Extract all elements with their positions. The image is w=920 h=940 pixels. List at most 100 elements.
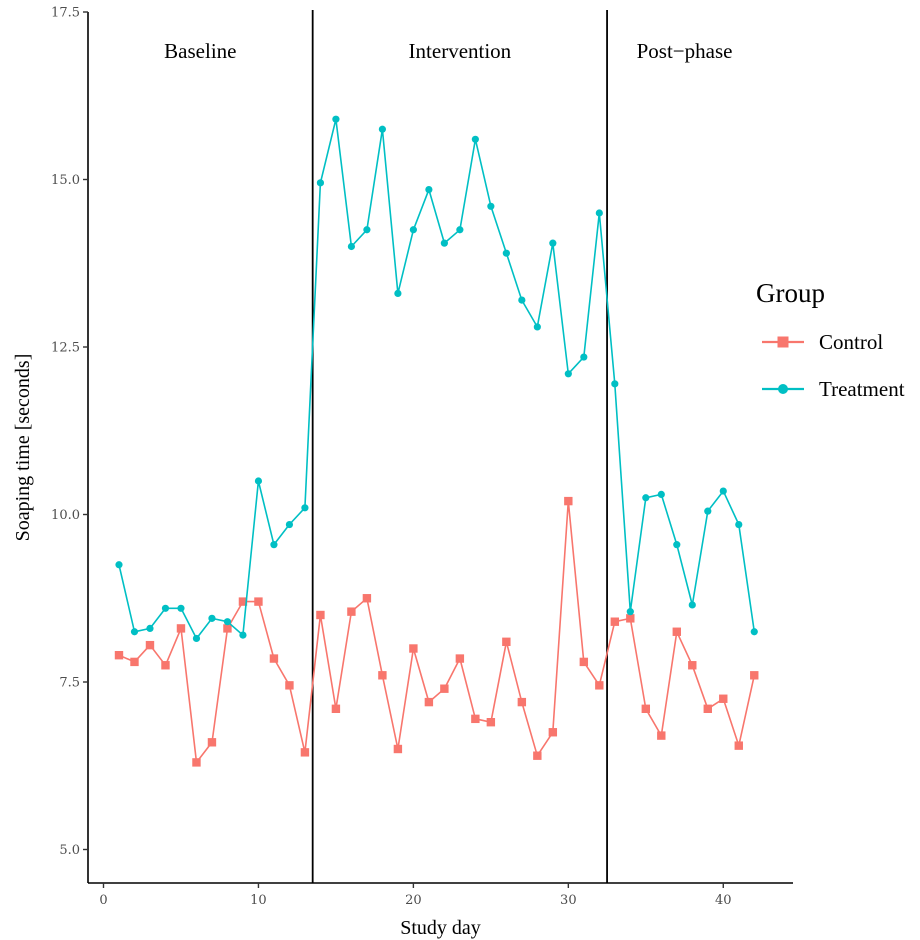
data-point bbox=[223, 624, 232, 633]
data-point bbox=[239, 631, 247, 639]
data-point bbox=[703, 704, 712, 713]
data-point bbox=[440, 684, 449, 693]
data-point bbox=[642, 494, 650, 502]
data-point bbox=[177, 604, 185, 612]
data-point bbox=[378, 125, 386, 133]
data-point bbox=[688, 601, 696, 609]
data-point bbox=[269, 654, 279, 663]
x-tick-label: 10 bbox=[250, 893, 267, 908]
data-point bbox=[270, 541, 278, 549]
x-tick-label: 30 bbox=[560, 893, 577, 908]
data-point bbox=[115, 561, 123, 569]
phase-label: Baseline bbox=[164, 39, 236, 63]
y-tick-label: 5.0 bbox=[59, 843, 80, 858]
data-point bbox=[192, 634, 201, 643]
data-point bbox=[579, 657, 589, 667]
data-point bbox=[704, 507, 712, 515]
data-point bbox=[626, 608, 634, 616]
data-point bbox=[750, 628, 758, 636]
data-point bbox=[254, 597, 263, 606]
data-point bbox=[533, 323, 541, 331]
x-tick-label: 20 bbox=[405, 893, 422, 908]
data-point bbox=[301, 504, 309, 512]
legend-key-marker bbox=[777, 336, 789, 348]
data-point bbox=[564, 370, 572, 378]
data-point bbox=[223, 618, 232, 626]
data-point bbox=[176, 624, 186, 633]
legend-label: Control bbox=[819, 330, 883, 354]
data-point bbox=[145, 640, 155, 650]
data-point bbox=[486, 718, 496, 727]
y-tick-label: 15.0 bbox=[51, 173, 80, 188]
legend-item-treatment: Treatment bbox=[762, 377, 905, 401]
data-point bbox=[332, 115, 340, 123]
data-point bbox=[580, 353, 588, 361]
data-point bbox=[487, 202, 495, 210]
phase-markers: Baseline Intervention Post−phase bbox=[164, 10, 732, 883]
data-series bbox=[114, 115, 759, 767]
data-point bbox=[440, 239, 448, 247]
legend-label: Treatment bbox=[819, 377, 905, 401]
data-point bbox=[564, 496, 573, 506]
data-point bbox=[146, 624, 154, 633]
data-point bbox=[254, 477, 263, 485]
data-point bbox=[657, 731, 666, 740]
legend-item-control: Control bbox=[762, 330, 883, 354]
data-point bbox=[285, 681, 294, 690]
data-point bbox=[409, 226, 417, 234]
data-point bbox=[285, 520, 294, 529]
data-point bbox=[719, 694, 728, 703]
data-point bbox=[208, 614, 216, 622]
data-point bbox=[130, 628, 139, 636]
data-point bbox=[409, 644, 418, 653]
data-point bbox=[610, 617, 620, 626]
data-point bbox=[316, 179, 325, 187]
series-control bbox=[114, 496, 759, 767]
data-point bbox=[750, 671, 759, 680]
data-point bbox=[719, 487, 727, 495]
y-tick-label: 10.0 bbox=[51, 508, 80, 523]
legend-items: Control Treatment bbox=[762, 330, 905, 401]
data-point bbox=[595, 209, 603, 217]
data-point bbox=[657, 490, 665, 498]
data-point bbox=[300, 748, 310, 757]
data-point bbox=[502, 637, 511, 646]
phase-label: Post−phase bbox=[637, 39, 733, 63]
data-point bbox=[347, 242, 356, 251]
data-point bbox=[502, 249, 510, 257]
data-point bbox=[595, 681, 604, 690]
y-axis-title: Soaping time [seconds] bbox=[12, 354, 34, 542]
data-point bbox=[362, 594, 372, 603]
data-point bbox=[734, 741, 743, 750]
data-point bbox=[363, 226, 371, 234]
data-point bbox=[393, 744, 403, 754]
y-tick-label: 12.5 bbox=[51, 341, 80, 356]
data-point bbox=[471, 135, 479, 143]
data-point bbox=[471, 714, 480, 724]
data-point bbox=[518, 296, 526, 304]
y-tick-label: 7.5 bbox=[59, 676, 80, 691]
data-point bbox=[378, 671, 387, 680]
data-point bbox=[641, 704, 651, 713]
data-point bbox=[238, 597, 248, 606]
series-line bbox=[118, 500, 756, 764]
legend-title: Group bbox=[756, 278, 825, 308]
data-point bbox=[549, 239, 557, 247]
data-point bbox=[316, 610, 325, 620]
axis-ticks: 5.0 7.5 10.0 12.5 15.0 17.5 0 10 20 30 40 bbox=[51, 6, 732, 909]
data-point bbox=[456, 226, 464, 234]
data-point bbox=[130, 657, 139, 667]
data-point bbox=[672, 627, 681, 636]
data-point bbox=[161, 604, 170, 612]
data-point bbox=[455, 654, 465, 663]
data-point bbox=[347, 607, 356, 616]
data-point bbox=[611, 380, 619, 388]
axes bbox=[87, 12, 793, 884]
x-tick-label: 40 bbox=[715, 893, 732, 908]
series-treatment bbox=[115, 115, 758, 643]
data-point bbox=[548, 728, 558, 737]
data-point bbox=[735, 520, 743, 529]
y-tick-label: 17.5 bbox=[51, 6, 80, 21]
data-point bbox=[688, 661, 697, 670]
